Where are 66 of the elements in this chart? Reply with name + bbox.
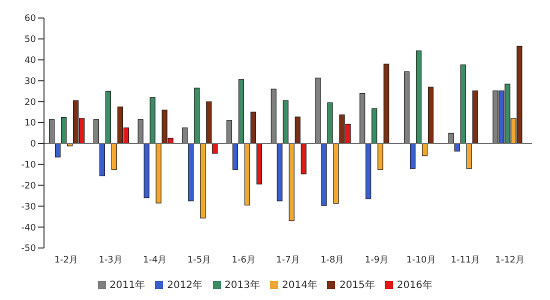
y-tick-label: 60 <box>24 14 36 24</box>
bar <box>300 143 306 174</box>
bar <box>428 86 434 144</box>
legend-label: 2016年 <box>396 280 432 291</box>
bar <box>460 64 466 144</box>
bar <box>99 143 105 176</box>
bar <box>422 143 428 156</box>
x-tick-label: 1-9月 <box>364 255 389 266</box>
legend-label: 2013年 <box>224 280 260 291</box>
bar <box>372 108 378 144</box>
bar <box>194 88 200 144</box>
bar <box>466 143 472 169</box>
y-tick-label: 10 <box>24 118 36 129</box>
bar <box>416 50 422 144</box>
y-tick-label: -10 <box>21 160 36 171</box>
legend-label: 2015年 <box>339 280 375 291</box>
bar <box>366 143 372 200</box>
bar <box>200 143 206 218</box>
y-tick-label: -50 <box>21 244 36 254</box>
bar <box>472 90 478 144</box>
x-tick-label: 1-11月 <box>450 255 480 266</box>
x-tick-label: 1-7月 <box>276 255 300 266</box>
bar <box>282 100 288 144</box>
bar <box>144 143 150 198</box>
y-tick-label: -20 <box>21 181 36 192</box>
y-tick-label: 50 <box>24 35 36 46</box>
legend-label: 2012年 <box>167 280 203 291</box>
bar <box>256 143 262 184</box>
bar <box>327 102 333 144</box>
bar <box>333 143 339 204</box>
x-tick-label: 1-5月 <box>187 255 212 266</box>
bar <box>105 90 111 144</box>
x-tick-label: 1-6月 <box>232 255 256 266</box>
bar <box>250 112 256 144</box>
y-tick-label: -30 <box>21 202 36 212</box>
bar <box>232 143 238 170</box>
bar <box>61 117 67 144</box>
y-tick-label: -40 <box>21 223 36 234</box>
y-tick-label: 30 <box>24 76 36 87</box>
bar <box>288 143 294 222</box>
y-tick-label: 20 <box>24 98 36 108</box>
bar <box>212 143 218 154</box>
bar <box>321 143 327 206</box>
bar <box>384 64 390 144</box>
x-tick-label: 1-8月 <box>320 255 344 266</box>
x-tick-label: 1-2月 <box>54 255 78 266</box>
bar <box>188 143 194 202</box>
x-tick-label: 1-3月 <box>98 255 122 266</box>
bar <box>238 79 244 144</box>
y-tick-label: 40 <box>24 56 36 66</box>
bar <box>156 143 162 204</box>
legend-label: 2014年 <box>282 280 318 291</box>
bar <box>276 143 282 202</box>
bar <box>410 143 416 169</box>
bar <box>150 97 156 144</box>
bar <box>206 101 212 144</box>
y-tick-label: 0 <box>30 140 36 150</box>
bar <box>55 143 61 158</box>
bar <box>378 143 384 170</box>
x-tick-label: 1-4月 <box>143 255 167 266</box>
bar <box>111 143 117 170</box>
x-tick-label: 1-12月 <box>495 255 525 266</box>
legend-label: 2011年 <box>110 280 146 291</box>
bar <box>244 143 250 206</box>
bar <box>294 116 300 144</box>
x-tick-label: 1-10月 <box>406 255 436 266</box>
